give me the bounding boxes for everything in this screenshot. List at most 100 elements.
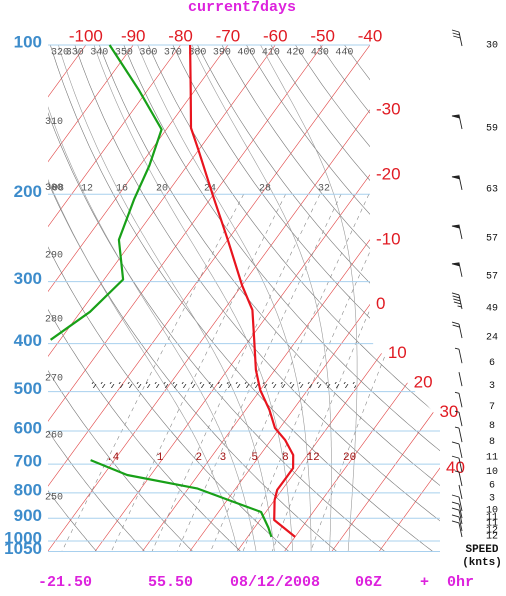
- wind-speed-label: 59: [486, 124, 498, 135]
- moist-label: 32: [318, 184, 330, 195]
- isotherm: [48, 45, 181, 552]
- wind-speed-label: 11: [486, 513, 498, 524]
- theta-label: 250: [45, 493, 63, 504]
- wind-barb: [454, 347, 463, 364]
- pressure-label: 1050: [4, 539, 42, 558]
- isotherm: [48, 45, 276, 552]
- theta-label: 360: [139, 48, 157, 59]
- wind-speed-label: 24: [486, 333, 498, 344]
- theta-label: 370: [164, 48, 182, 59]
- wind-speed-label: 30: [486, 41, 498, 52]
- theta-label: 400: [237, 48, 255, 59]
- footer-plus: +: [420, 574, 429, 591]
- pressure-label: 1000: [4, 528, 42, 547]
- mixing-ratio-line: [151, 194, 321, 552]
- moist-label: 12: [81, 184, 93, 195]
- wind-speed-label: 6: [489, 358, 495, 369]
- profile-line: [189, 44, 296, 538]
- isotherm-label: 40: [446, 458, 465, 477]
- moist-adiabat: [260, 45, 358, 552]
- isotherm-label: 20: [414, 372, 433, 391]
- wind-barb: [451, 455, 463, 473]
- wind-speed-label: 10: [486, 467, 498, 478]
- wind-barb: [451, 507, 463, 525]
- mixing-label: 20: [343, 452, 356, 464]
- isotherm-label: -20: [376, 164, 401, 183]
- isotherm-label: -90: [121, 26, 146, 45]
- theta-label: 390: [213, 48, 231, 59]
- isotherm-label: -10: [376, 229, 401, 248]
- dry-adiabat: [48, 45, 241, 552]
- wind-speed-label: 49: [486, 304, 498, 315]
- wind-speed-label: 11: [486, 453, 498, 464]
- wind-barb: [454, 391, 463, 408]
- theta-label: 330: [66, 48, 84, 59]
- pressure-label: 700: [14, 452, 42, 471]
- theta-label: 280: [45, 314, 63, 325]
- moist-label: 16: [116, 184, 128, 195]
- pressure-label: 800: [14, 480, 42, 499]
- theta-label: 340: [90, 48, 108, 59]
- dry-adiabat: [50, 45, 433, 552]
- pressure-label: 400: [14, 331, 42, 350]
- dry-adiabat: [48, 45, 290, 552]
- footer-date: 08/12/2008: [230, 574, 320, 591]
- theta-label: 410: [262, 48, 280, 59]
- wind-barb: [458, 484, 463, 500]
- dry-adiabat: [123, 45, 440, 552]
- isotherm-label: 10: [388, 343, 407, 362]
- isotherm: [48, 45, 229, 552]
- profile-line: [49, 44, 273, 538]
- wind-barb: [451, 494, 463, 512]
- pressure-label: 500: [14, 379, 42, 398]
- isotherm-label: -80: [168, 26, 193, 45]
- speed-header: SPEED: [465, 544, 498, 556]
- pressure-label: 600: [14, 418, 42, 437]
- dry-adiabat: [148, 45, 440, 552]
- isotherm: [48, 45, 134, 552]
- mixing-ratio-line: [111, 194, 286, 552]
- wind-speed-label: 6: [489, 481, 495, 492]
- theta-label: 430: [311, 48, 329, 59]
- wind-barb: [451, 292, 463, 310]
- mixing-ratio-line: [271, 194, 421, 552]
- isotherm: [142, 45, 440, 552]
- moist-adiabat: [48, 45, 257, 552]
- dry-adiabat: [197, 45, 440, 552]
- wind-speed-label: 10: [486, 506, 498, 517]
- footer-time: 06Z: [355, 574, 382, 591]
- theta-label: 380: [188, 48, 206, 59]
- dry-adiabat: [48, 45, 385, 552]
- dry-adiabat: [74, 45, 440, 552]
- wind-speed-label: 12: [486, 526, 498, 537]
- mixing-ratio-line: [242, 194, 397, 552]
- isotherm-label: -70: [216, 26, 241, 45]
- pressure-label: 900: [14, 506, 42, 525]
- theta-label: 270: [45, 373, 63, 384]
- wind-barb: [454, 426, 463, 443]
- hatch-row: [88, 382, 356, 388]
- mixing-label: 2: [196, 452, 203, 464]
- moist-label: 08: [52, 184, 64, 195]
- mixing-label: 8: [282, 452, 289, 464]
- wind-barb: [451, 501, 463, 519]
- wind-barb: [451, 29, 463, 47]
- isotherm-label: -30: [376, 99, 401, 118]
- moist-adiabat: [191, 45, 332, 552]
- wind-speed-label: 12: [486, 532, 498, 543]
- wind-barb: [451, 224, 463, 240]
- isotherm: [284, 45, 440, 552]
- chart-title: current7days: [188, 0, 296, 16]
- theta-label: 300: [45, 183, 63, 194]
- mixing-label: 3: [220, 452, 227, 464]
- wind-barb: [451, 175, 463, 190]
- footer-offset: 0hr: [447, 574, 474, 591]
- theta-label: 260: [45, 431, 63, 442]
- moist-label: 28: [259, 184, 271, 195]
- isotherm-label: -50: [310, 26, 335, 45]
- isotherm-label: 0: [376, 294, 385, 313]
- isotherm-label: -60: [263, 26, 288, 45]
- mixing-ratio-line: [310, 194, 440, 552]
